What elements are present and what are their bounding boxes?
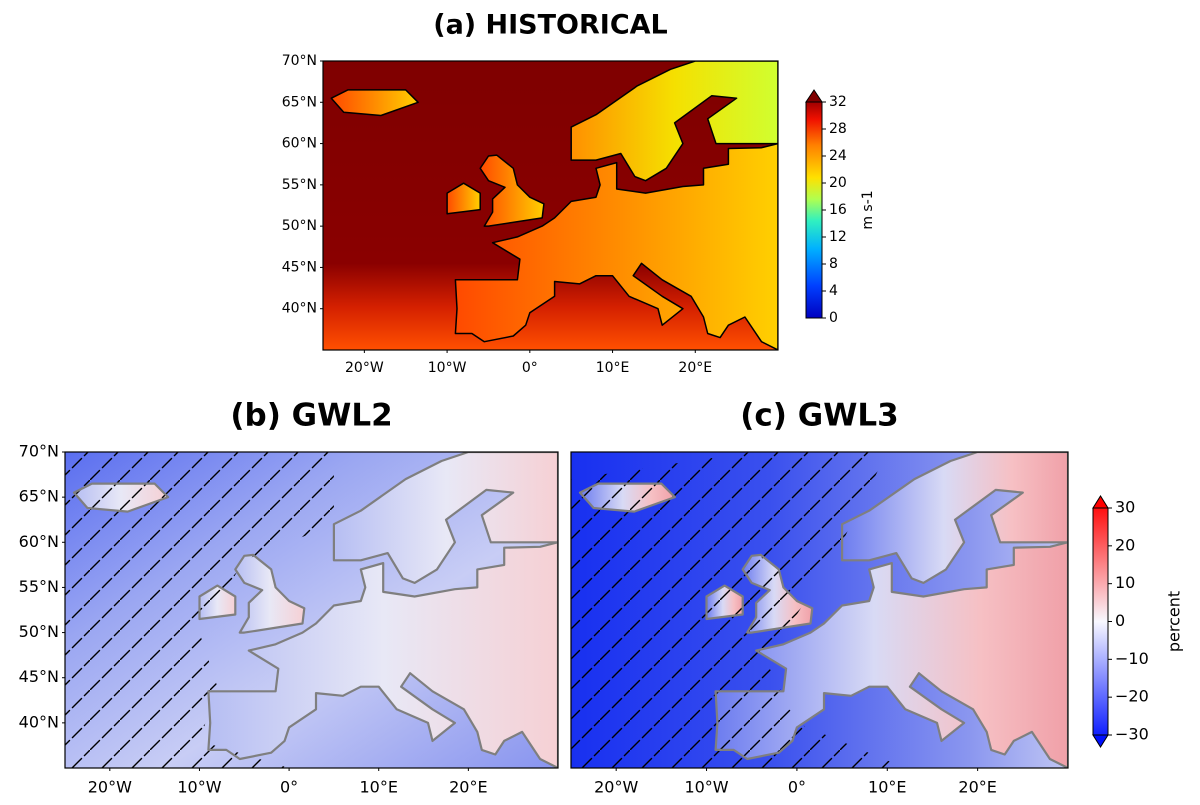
coastline bbox=[446, 182, 481, 215]
lat-tick-label: 40°N bbox=[19, 712, 59, 731]
colorbar-tick-label: 10 bbox=[1115, 573, 1135, 592]
lon-tick-label: 10°W bbox=[177, 778, 221, 797]
coastline bbox=[479, 154, 545, 227]
colorbar-tick-label: 16 bbox=[829, 202, 847, 218]
colorbar bbox=[805, 101, 823, 319]
lat-tick-label: 60°N bbox=[19, 532, 59, 551]
colorbar-tick-label: 20 bbox=[1115, 535, 1135, 554]
land-field bbox=[455, 143, 778, 350]
land-field bbox=[715, 542, 1068, 768]
coastline bbox=[234, 553, 306, 634]
coastline bbox=[741, 553, 814, 634]
lon-tick-label: 20°E bbox=[958, 778, 996, 797]
lon-tick-label: 10°W bbox=[428, 360, 467, 376]
map-frame bbox=[570, 451, 1069, 769]
colorbar-tick-label: −10 bbox=[1115, 649, 1149, 668]
coastline bbox=[332, 452, 558, 585]
lat-tick-label: 50°N bbox=[19, 622, 59, 641]
map-frame bbox=[64, 451, 559, 769]
lon-tick-label: 20°W bbox=[594, 778, 638, 797]
colorbar-tick-label: 8 bbox=[829, 256, 838, 272]
colorbar bbox=[1092, 507, 1109, 736]
colorbar-tick-label: 4 bbox=[829, 283, 838, 299]
coastline bbox=[840, 452, 1068, 585]
lat-tick-label: 65°N bbox=[19, 487, 59, 506]
lon-tick-label: 10°E bbox=[359, 778, 397, 797]
lat-tick-label: 70°N bbox=[19, 442, 59, 461]
coastline bbox=[72, 482, 170, 513]
colorbar-tick-label: 32 bbox=[829, 94, 847, 110]
lat-tick-label: 70°N bbox=[282, 53, 317, 69]
coastline bbox=[570, 61, 778, 182]
hatching bbox=[571, 452, 906, 768]
land-field bbox=[208, 542, 558, 768]
lat-tick-label: 55°N bbox=[282, 177, 317, 193]
coastline bbox=[705, 584, 744, 621]
panel-title: (a) HISTORICAL bbox=[433, 10, 668, 41]
lon-tick-label: 20°E bbox=[678, 360, 712, 376]
lon-tick-label: 10°E bbox=[868, 778, 906, 797]
map-panel bbox=[323, 61, 778, 350]
lon-tick-label: 10°E bbox=[596, 360, 630, 376]
land-field bbox=[235, 554, 305, 633]
colorbar-tick-label: 30 bbox=[1115, 498, 1135, 517]
colorbar-tick-label: 12 bbox=[829, 229, 847, 245]
lat-tick-label: 40°N bbox=[282, 301, 317, 317]
land-field bbox=[333, 452, 558, 583]
land-field bbox=[571, 61, 778, 181]
lat-tick-label: 45°N bbox=[282, 259, 317, 275]
colorbar-extend bbox=[805, 89, 823, 103]
panel-title: (b) GWL2 bbox=[230, 398, 392, 434]
lon-tick-label: 20°W bbox=[88, 778, 132, 797]
colorbar-tick-label: −30 bbox=[1115, 725, 1149, 744]
panel-title: (c) GWL3 bbox=[740, 398, 898, 434]
lat-tick-label: 45°N bbox=[19, 667, 59, 686]
map-panel bbox=[571, 452, 1068, 768]
colorbar-label: percent bbox=[1165, 591, 1184, 652]
land-field bbox=[480, 155, 544, 227]
colorbar-tick-label: 20 bbox=[829, 175, 847, 191]
lon-tick-label: 20°W bbox=[345, 360, 384, 376]
lat-tick-label: 60°N bbox=[282, 136, 317, 152]
coastline bbox=[454, 142, 778, 350]
land-field bbox=[331, 89, 419, 116]
colorbar-tick-label: 0 bbox=[829, 310, 838, 326]
coastline bbox=[198, 584, 237, 621]
colorbar-tick-label: 28 bbox=[829, 121, 847, 137]
lon-tick-label: 20°E bbox=[449, 778, 487, 797]
colorbar-tick-label: 24 bbox=[829, 148, 847, 164]
colorbar-extend bbox=[1092, 495, 1109, 509]
lat-tick-label: 55°N bbox=[19, 577, 59, 596]
lon-tick-label: 0° bbox=[522, 360, 538, 376]
colorbar-label: m s-1 bbox=[860, 190, 876, 229]
lon-tick-label: 0° bbox=[788, 778, 806, 797]
coastline bbox=[330, 89, 419, 117]
coastline bbox=[714, 541, 1068, 768]
colorbar-tick-label: 0 bbox=[1115, 611, 1125, 630]
lat-tick-label: 65°N bbox=[282, 94, 317, 110]
map-frame bbox=[322, 60, 779, 351]
lat-tick-label: 50°N bbox=[282, 218, 317, 234]
colorbar-tick-label: −20 bbox=[1115, 687, 1149, 706]
coastline bbox=[578, 482, 677, 513]
map-panel bbox=[65, 452, 558, 768]
lon-tick-label: 0° bbox=[280, 778, 298, 797]
land-field bbox=[447, 183, 481, 214]
land-field bbox=[842, 452, 1068, 583]
coastline bbox=[207, 541, 558, 768]
colorbar-extend bbox=[1092, 734, 1109, 748]
lon-tick-label: 10°W bbox=[684, 778, 728, 797]
